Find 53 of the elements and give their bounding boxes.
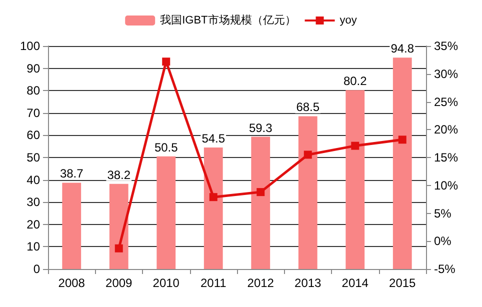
y-tick-label: 30 <box>26 195 40 210</box>
y2-tick-label: 10% <box>434 178 458 192</box>
bar <box>251 136 270 269</box>
point <box>114 244 123 252</box>
y-tick-label: 70 <box>26 106 40 120</box>
legend-label: yoy <box>340 14 358 26</box>
y2-tick-label: -5% <box>434 262 456 276</box>
data-label: 59.3 <box>248 120 273 135</box>
y2-tick-label: 20% <box>434 122 458 137</box>
x-tick-label: 2014 <box>342 276 369 290</box>
y-tick-label: 10 <box>26 240 40 254</box>
x-tick-label: 2013 <box>294 276 322 290</box>
y2-tick-label: 30% <box>434 66 458 81</box>
bar <box>62 182 82 269</box>
bar <box>109 184 128 269</box>
x-tick-label: 2009 <box>106 276 133 290</box>
data-label: 38.2 <box>107 168 131 182</box>
y-tick-label: 40 <box>26 172 40 187</box>
y-tick-label: 0 <box>33 262 40 276</box>
legend-label: 我国IGBT市场规模（亿元） <box>160 14 296 26</box>
data-label: 54.5 <box>202 131 226 146</box>
x-tick-label: 2010 <box>152 276 180 290</box>
x-tick-label: 2008 <box>58 276 86 290</box>
data-label: 80.2 <box>343 74 368 88</box>
y2-tick-label: 35% <box>434 39 458 53</box>
point <box>209 193 218 202</box>
y2-tick-label: 25% <box>434 94 458 109</box>
y2-tick-label: 15% <box>434 150 458 164</box>
bar <box>392 58 412 269</box>
point <box>256 188 265 196</box>
data-label: 50.5 <box>154 140 178 154</box>
x-tick-label: 2015 <box>389 276 416 290</box>
bar <box>298 116 318 269</box>
bar <box>204 147 223 269</box>
y2-tick-label: 5% <box>434 206 452 220</box>
y-tick-label: 60 <box>26 128 40 142</box>
point <box>398 136 406 144</box>
y2-tick-label: 0% <box>434 234 452 248</box>
bar <box>346 90 365 269</box>
y-tick-label: 20 <box>26 217 40 232</box>
y-tick-label: 80 <box>26 84 40 98</box>
point <box>351 142 360 150</box>
data-label: 68.5 <box>296 100 320 114</box>
x-tick-label: 2011 <box>200 276 227 290</box>
data-label: 94.8 <box>390 42 414 56</box>
y-tick-label: 50 <box>26 150 40 164</box>
x-tick-label: 2012 <box>247 276 274 290</box>
point <box>304 150 312 159</box>
bar <box>156 156 176 269</box>
y-tick-label: 100 <box>20 39 40 53</box>
data-label: 38.7 <box>60 166 84 181</box>
point <box>162 58 170 66</box>
y-tick-label: 90 <box>26 61 40 76</box>
